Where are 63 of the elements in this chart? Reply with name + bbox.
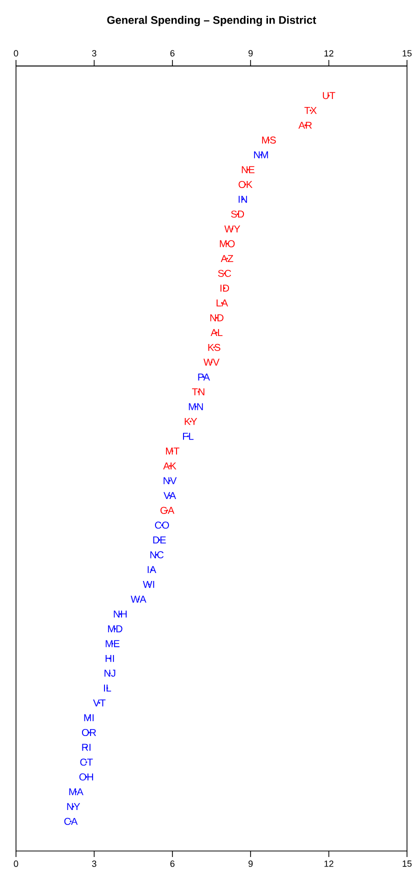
y-tick-label: NE (242, 166, 254, 174)
y-tick-label: OR (82, 728, 96, 736)
y-tick-label: OH (79, 773, 94, 780)
y-tick-label: IA (148, 566, 156, 574)
y-tick-label: WV (204, 358, 220, 366)
chart-title: General Spending – Spending in District (107, 16, 316, 26)
y-tick-label: CO (155, 522, 169, 529)
y-tick-label: NY (67, 803, 80, 810)
y-tick-label: AL (210, 329, 222, 336)
y-tick-label: MT (166, 448, 180, 455)
x-tick-label: 0 (14, 860, 18, 867)
y-tick-label: AR (298, 122, 312, 129)
y-tick-label: IL (104, 684, 112, 692)
y-tick-label: ME (106, 640, 120, 648)
y-tick-label: HI (106, 655, 114, 662)
y-tick-label: NM (254, 151, 268, 158)
y-tick-label: NH (114, 610, 127, 618)
y-tick-label: AK (163, 462, 176, 470)
y-tick-label: KY (184, 418, 198, 425)
x2-tick-label: 15 (402, 50, 412, 56)
x2-tick-label: 6 (170, 50, 175, 56)
y-tick-label: NC (150, 551, 164, 558)
y-tick-label: LA (216, 300, 228, 306)
y-tick-label: MN (188, 403, 203, 410)
y-tick-label: GA (160, 506, 174, 514)
y-tick-label: IN (238, 196, 247, 203)
y-tick-label: ID (220, 284, 230, 292)
y-tick-label: WI (142, 580, 154, 588)
x-tick-label: 9 (248, 860, 253, 867)
y-tick-label: PA (198, 374, 210, 380)
y-tick-label: MS (262, 136, 276, 144)
y-tick-label: DE (153, 536, 166, 544)
y-tick-label: RI (82, 744, 90, 751)
y-tick-label: VT (93, 699, 106, 706)
y-tick-label: MA (69, 788, 84, 796)
x-tick-label: 6 (170, 860, 175, 867)
x2-tick-label: 3 (92, 50, 96, 56)
x-tick-label: 12 (324, 860, 334, 867)
y-tick-label: MD (108, 625, 122, 632)
y-tick-label: WA (130, 596, 146, 603)
y-tick-label: NJ (104, 670, 116, 677)
y-tick-label: FL (183, 432, 194, 440)
x2-tick-label: 12 (324, 50, 334, 56)
y-tick-label: SD (231, 210, 244, 218)
x-tick-label: 15 (402, 860, 412, 867)
y-tick-label: CA (64, 818, 78, 825)
y-tick-label: NV (164, 477, 177, 484)
y-tick-label: VA (164, 492, 176, 499)
y-tick-label: SC (218, 270, 232, 277)
y-tick-label: AZ (220, 255, 234, 262)
x-tick-label: 3 (92, 860, 96, 867)
x2-tick-label: 0 (14, 50, 18, 56)
y-tick-label: KS (208, 344, 220, 351)
y-tick-label: ND (210, 314, 224, 322)
y-tick-label: TX (304, 107, 317, 114)
y-tick-label: WY (224, 225, 240, 232)
x2-tick-label: 9 (248, 50, 253, 56)
y-tick-label: MI (84, 714, 94, 722)
y-tick-label: TN (192, 388, 204, 396)
y-tick-label: CT (80, 758, 93, 766)
y-tick-label: MO (220, 240, 235, 248)
y-tick-label: OK (238, 180, 252, 188)
y-tick-label: UT (322, 92, 336, 100)
